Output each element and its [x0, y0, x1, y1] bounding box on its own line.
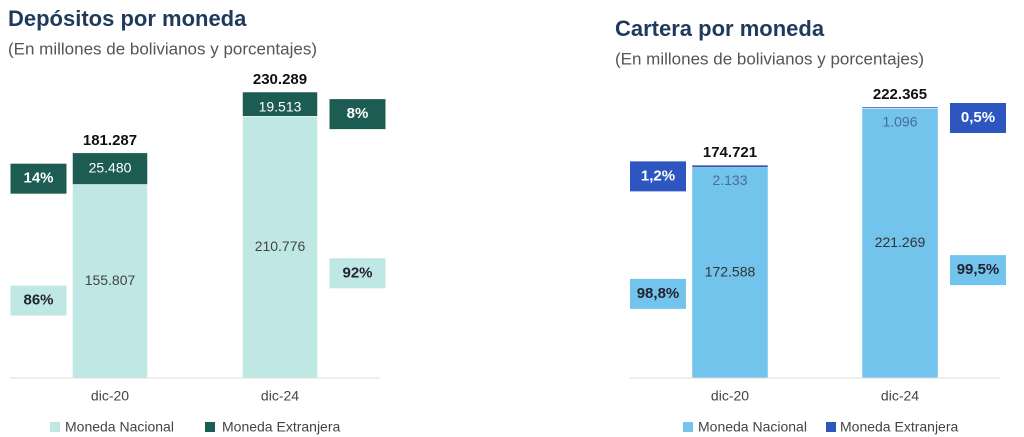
share-box — [950, 103, 1006, 133]
value-label: 155.807 — [85, 272, 136, 288]
total-label: 230.289 — [253, 71, 307, 88]
value-label: 25.480 — [89, 159, 132, 175]
share-label: 0,5% — [961, 109, 995, 126]
legend-label: Moneda Extranjera — [840, 419, 959, 435]
share-label: 98,8% — [637, 285, 680, 302]
share-label: 99,5% — [957, 261, 1000, 278]
chart-subtitle: (En millones de bolivianos y porcentajes… — [8, 39, 317, 58]
value-label: 221.269 — [875, 234, 926, 250]
chart-title: Cartera por moneda — [615, 16, 825, 41]
x-tick-label: dic-20 — [91, 388, 129, 404]
chart-subtitle: (En millones de bolivianos y porcentajes… — [615, 49, 924, 68]
bar-segment — [242, 91, 318, 117]
value-label: 210.776 — [255, 238, 306, 254]
share-label: 86% — [23, 292, 53, 309]
legend-label: Moneda Nacional — [65, 419, 174, 435]
share-box — [10, 285, 67, 316]
bar-segment — [691, 167, 769, 379]
total-label: 174.721 — [703, 144, 757, 161]
total-label: 222.365 — [873, 86, 927, 103]
bar-segment — [72, 184, 148, 379]
bar-segment — [242, 115, 318, 379]
share-box — [329, 258, 386, 289]
x-tick-label: dic-20 — [711, 388, 749, 404]
value-label: 19.513 — [259, 99, 302, 115]
legend-swatch — [826, 422, 836, 432]
value-label: 1.096 — [882, 114, 917, 130]
legend-swatch — [683, 422, 693, 432]
bar-segment — [861, 106, 939, 109]
share-box — [10, 163, 67, 194]
bar-segment — [72, 152, 148, 185]
legend-swatch — [205, 422, 215, 432]
share-label: 1,2% — [641, 167, 675, 184]
x-tick-label: dic-24 — [261, 388, 299, 404]
share-label: 8% — [347, 105, 369, 122]
total-label: 181.287 — [83, 132, 137, 149]
share-label: 92% — [342, 264, 372, 281]
x-tick-label: dic-24 — [881, 388, 919, 404]
value-label: 2.133 — [712, 172, 747, 188]
value-label: 172.588 — [705, 264, 756, 280]
legend-label: Moneda Extranjera — [222, 419, 341, 435]
share-label: 14% — [23, 170, 53, 187]
share-box — [950, 255, 1006, 286]
bar-segment — [691, 164, 769, 168]
share-box — [630, 161, 686, 192]
legend-label: Moneda Nacional — [698, 419, 807, 435]
share-box — [329, 99, 386, 130]
legend-swatch — [50, 422, 60, 432]
chart-title: Depósitos por moneda — [8, 6, 247, 31]
share-box — [630, 278, 686, 309]
